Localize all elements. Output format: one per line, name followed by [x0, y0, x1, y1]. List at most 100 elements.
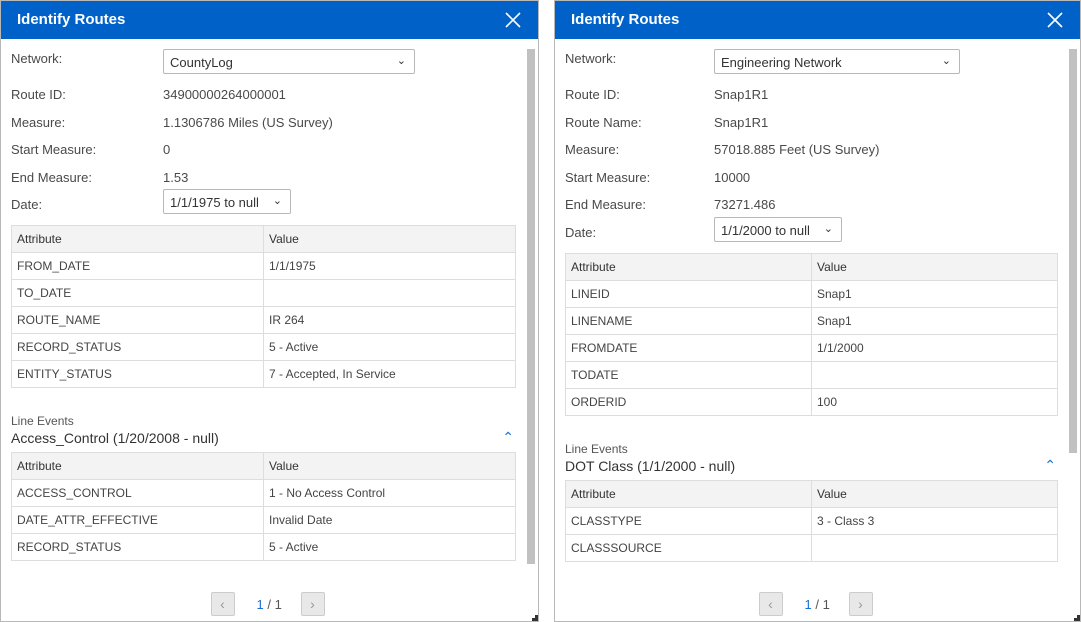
network-value: CountyLog: [170, 55, 233, 70]
header-value: Value: [263, 452, 516, 480]
attribute-cell: ORDERID: [565, 387, 812, 416]
value-cell: IR 264: [263, 306, 516, 334]
attribute-cell: FROM_DATE: [11, 252, 264, 280]
date-value: 1/1/2000 to null: [721, 222, 810, 238]
field-label: Start Measure:: [565, 169, 651, 185]
next-page-button[interactable]: ›: [300, 592, 325, 616]
header-value: Value: [811, 252, 1058, 281]
attributes-table: Attribute Value LINEID Snap1 LINENAME Snap1 FR…: [565, 252, 1058, 416]
previous-page-button[interactable]: ‹: [210, 592, 235, 616]
current-page: 1: [804, 597, 812, 612]
identify-routes-panel-right: Identify Routes Network: Engineering Net…: [554, 0, 1081, 622]
chevron-down-icon: ⌄: [941, 55, 951, 67]
value-cell: 5 - Active: [263, 333, 516, 361]
resize-handle[interactable]: [532, 615, 538, 621]
page-total: / 1: [267, 597, 282, 612]
field-value: 10000: [714, 169, 751, 185]
field-value: 34900000264000001: [163, 87, 286, 102]
attribute-cell: CLASSTYPE: [565, 506, 812, 535]
table-row: ROUTE_NAME IR 264: [11, 306, 516, 334]
header-attribute: Attribute: [11, 452, 264, 480]
header-value: Value: [263, 225, 516, 253]
header-value: Value: [811, 479, 1058, 508]
date-select[interactable]: 1/1/1975 to null ⌄: [163, 189, 291, 214]
value-cell: Invalid Date: [263, 506, 516, 534]
attribute-cell: TODATE: [565, 360, 812, 389]
network-select[interactable]: Engineering Network ⌄: [714, 49, 960, 74]
attribute-cell: RECORD_STATUS: [11, 533, 264, 561]
table-row: RECORD_STATUS 5 - Active: [11, 533, 516, 561]
network-value: Engineering Network: [721, 55, 842, 70]
value-cell: Snap1: [811, 279, 1058, 308]
attribute-cell: ACCESS_CONTROL: [11, 479, 264, 507]
scrollbar[interactable]: [527, 49, 535, 564]
value-cell: 100: [811, 387, 1058, 416]
table-header-row: Attribute Value: [11, 225, 516, 253]
attribute-cell: TO_DATE: [11, 279, 264, 307]
line-events-label: Line Events: [565, 441, 628, 456]
field-label: Route ID:: [565, 87, 620, 102]
field-label: Measure:: [565, 142, 620, 157]
scrollbar[interactable]: [1069, 49, 1077, 453]
table-row: LINEID Snap1: [565, 279, 1058, 308]
table-row: LINENAME Snap1: [565, 306, 1058, 335]
field-value: 1.1306786 Miles (US Survey): [163, 114, 333, 130]
identify-routes-panel-left: Identify Routes Network: CountyLog ⌄ Route…: [0, 0, 539, 622]
attribute-cell: CLASSSOURCE: [565, 533, 812, 562]
page-indicator: 1 / 1: [257, 597, 282, 612]
close-icon[interactable]: [504, 11, 522, 29]
collapse-chevron-up-icon[interactable]: ⌃: [502, 429, 514, 445]
table-row: CLASSSOURCE: [565, 533, 1058, 562]
value-cell: [811, 533, 1058, 562]
resize-handle[interactable]: [1074, 615, 1080, 621]
date-select[interactable]: 1/1/2000 to null ⌄: [714, 216, 842, 242]
date-label: Date:: [565, 224, 597, 240]
close-icon[interactable]: [1046, 11, 1064, 29]
value-cell: 3 - Class 3: [811, 506, 1058, 535]
next-page-button[interactable]: ›: [848, 592, 873, 616]
field-label: Start Measure:: [11, 142, 97, 157]
header-attribute: Attribute: [565, 252, 812, 281]
attribute-cell: LINENAME: [565, 306, 812, 335]
table-row: TO_DATE: [11, 279, 516, 307]
table-row: RECORD_STATUS 5 - Active: [11, 333, 516, 361]
field-label: End Measure:: [11, 169, 92, 185]
line-event-table: Attribute Value ACCESS_CONTROL 1 - No Acces…: [11, 452, 516, 561]
table-header-row: Attribute Value: [11, 452, 516, 480]
table-row: ORDERID 100: [565, 387, 1058, 416]
table-row: FROMDATE 1/1/2000: [565, 333, 1058, 362]
field-value: 73271.486: [714, 197, 776, 212]
field-label: Route Name:: [565, 114, 642, 130]
table-row: TODATE: [565, 360, 1058, 389]
attribute-cell: RECORD_STATUS: [11, 333, 264, 361]
panel-title: Identify Routes: [17, 11, 126, 28]
event-title: Access_Control (1/20/2008 - null): [11, 430, 219, 446]
attribute-cell: LINEID: [565, 279, 812, 308]
panel-header: Identify Routes: [1, 1, 538, 39]
page-indicator: 1 / 1: [805, 597, 830, 612]
attributes-table: Attribute Value FROM_DATE 1/1/1975 TO_DATE RO…: [11, 225, 516, 388]
header-attribute: Attribute: [11, 225, 264, 253]
attribute-cell: DATE_ATTR_EFFECTIVE: [11, 506, 264, 534]
field-value: 0: [163, 142, 171, 157]
collapse-chevron-up-icon[interactable]: ⌃: [1044, 456, 1056, 473]
date-value: 1/1/1975 to null: [170, 195, 259, 210]
table-row: FROM_DATE 1/1/1975: [11, 252, 516, 280]
value-cell: 7 - Accepted, In Service: [263, 360, 516, 388]
value-cell: 5 - Active: [263, 533, 516, 561]
previous-page-button[interactable]: ‹: [758, 592, 783, 616]
network-select[interactable]: CountyLog ⌄: [163, 49, 415, 74]
network-label: Network:: [565, 51, 617, 66]
network-label: Network:: [11, 51, 63, 66]
value-cell: 1 - No Access Control: [263, 479, 516, 507]
attribute-cell: ENTITY_STATUS: [11, 360, 264, 388]
table-row: CLASSTYPE 3 - Class 3: [565, 506, 1058, 535]
field-value: 1.53: [163, 169, 189, 185]
table-header-row: Attribute Value: [565, 252, 1058, 281]
line-event-table: Attribute Value CLASSTYPE 3 - Class 3 CLASSS…: [565, 479, 1058, 562]
event-title: DOT Class (1/1/2000 - null): [565, 457, 736, 474]
page-total: / 1: [815, 597, 830, 612]
field-label: Measure:: [11, 114, 66, 130]
field-label: Route ID:: [11, 87, 66, 102]
field-value: Snap1R1: [714, 114, 769, 130]
